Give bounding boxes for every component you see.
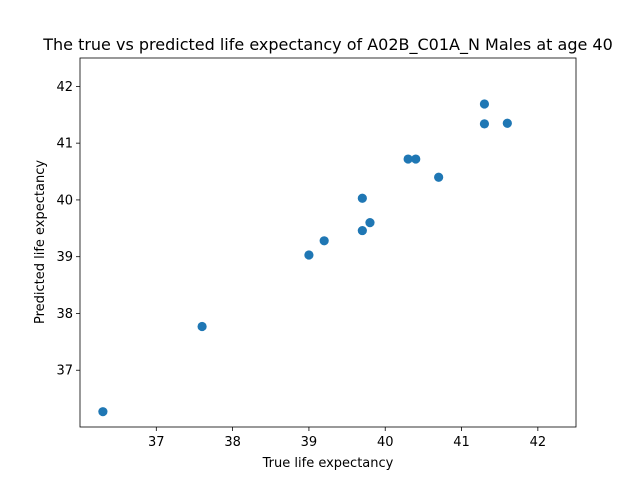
- x-tick-label: 37: [148, 435, 165, 450]
- y-axis-label: Predicted life expectancy: [33, 160, 48, 324]
- x-tick-label: 39: [301, 435, 318, 450]
- data-point-8: [411, 154, 421, 164]
- axes-frame: [79, 57, 577, 428]
- data-point-11: [479, 119, 490, 129]
- x-tick-label: 41: [453, 435, 470, 450]
- data-point-4: [357, 225, 367, 236]
- plot-area: 37 38 39 40 41 42 37 38 39 40 41 42: [56, 57, 577, 450]
- x-tick-label: 40: [377, 435, 394, 450]
- y-tick-label: 38: [56, 307, 73, 322]
- data-point-12: [502, 118, 512, 128]
- x-axis-label: True life expectancy: [262, 456, 394, 471]
- y-tick-label: 37: [56, 364, 73, 379]
- data-point-3: [319, 236, 329, 246]
- data-points: [98, 99, 512, 417]
- data-point-0: [98, 407, 108, 417]
- data-point-5: [365, 218, 375, 228]
- data-point-10: [479, 99, 490, 109]
- y-tick-label: 41: [56, 137, 73, 152]
- data-point-2: [304, 250, 314, 260]
- chart-title: The true vs predicted life expectancy of…: [42, 35, 613, 55]
- data-point-6: [357, 193, 367, 203]
- y-tick-label: 40: [56, 193, 73, 208]
- x-tick-label: 42: [530, 435, 547, 450]
- data-point-7: [403, 154, 413, 164]
- data-point-9: [434, 172, 444, 182]
- y-tick-label: 39: [56, 250, 73, 265]
- y-axis-ticks: 37 38 39 40 41 42: [56, 80, 80, 379]
- x-tick-label: 38: [224, 435, 241, 450]
- x-axis-ticks: 37 38 39 40 41 42: [148, 427, 546, 450]
- y-tick-label: 42: [56, 80, 73, 95]
- data-point-1: [197, 321, 207, 332]
